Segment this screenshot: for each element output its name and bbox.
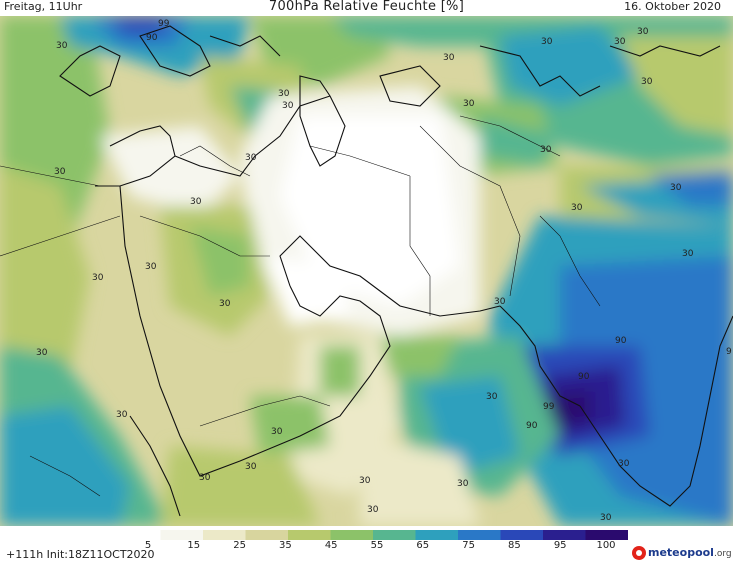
contour-label: 30 — [614, 37, 626, 47]
contour-label: 30 — [463, 99, 475, 109]
contour-label: 30 — [92, 273, 104, 283]
color-scale-tick-label: 25 — [233, 540, 246, 551]
contour-label: 30 — [443, 53, 455, 63]
color-scale-swatch — [245, 530, 289, 540]
date-label: 16. Oktober 2020 — [624, 0, 721, 13]
map-title: 700hPa Relative Feuchte [%] — [268, 0, 465, 14]
color-scale-tick-label: 85 — [508, 540, 521, 551]
contour-labels: 99 90 30 30 30 30 30 30 30 30 30 30 30 3… — [36, 19, 732, 523]
contour-label: 30 — [245, 153, 257, 163]
contour-label: 90 — [578, 372, 590, 382]
contour-label: 30 — [245, 462, 257, 472]
humidity-map: 99 90 30 30 30 30 30 30 30 30 30 30 30 3… — [0, 16, 733, 526]
color-scale-swatch — [288, 530, 331, 540]
contour-label: 30 — [571, 203, 583, 213]
contour-label: 90 — [146, 33, 158, 43]
contour-label: 90 — [526, 421, 538, 431]
contour-label: 30 — [219, 299, 231, 309]
contour-label: 9 — [726, 347, 732, 357]
color-scale-tick-label: 95 — [553, 540, 567, 551]
contour-label: 30 — [116, 410, 128, 420]
color-scale-swatch — [118, 530, 161, 540]
contour-label: 30 — [145, 262, 157, 272]
contour-label: 30 — [670, 183, 682, 193]
color-scale-tick-label: 55 — [370, 540, 384, 551]
color-scale-swatch — [585, 530, 628, 540]
color-scale-tick-label: 15 — [187, 540, 201, 551]
contour-label: 30 — [494, 297, 506, 307]
contour-label: 30 — [282, 101, 294, 111]
contour-label: 30 — [190, 197, 202, 207]
contour-label: 30 — [56, 41, 68, 51]
color-scale-tick-label: 35 — [279, 540, 292, 551]
contour-label: 99 — [158, 19, 170, 29]
color-scale-tick-label: 65 — [416, 540, 430, 551]
contour-label: 90 — [615, 336, 627, 346]
color-scale-swatch — [543, 530, 586, 540]
color-scale-bar — [118, 530, 628, 540]
contour-label: 30 — [278, 89, 290, 99]
logo-brand: meteopool — [648, 546, 714, 559]
contour-label: 30 — [199, 473, 211, 483]
header-bar: Freitag, 11Uhr 700hPa Relative Feuchte [… — [0, 0, 733, 16]
color-scale-tick-label: 100 — [596, 540, 616, 551]
color-scale-swatch — [330, 530, 374, 540]
contour-label: 30 — [54, 167, 66, 177]
color-scale-swatch — [415, 530, 459, 540]
color-scale-swatch — [373, 530, 416, 540]
contour-label: 30 — [600, 513, 612, 523]
contour-label: 30 — [486, 392, 498, 402]
contour-label: 30 — [541, 37, 553, 47]
color-scale-swatch — [160, 530, 204, 540]
contour-label: 30 — [641, 77, 653, 87]
color-scale-tick-label: 5 — [144, 540, 152, 551]
contour-label: 30 — [367, 505, 379, 515]
color-scale-swatch — [500, 530, 544, 540]
valid-time-label: Freitag, 11Uhr — [4, 0, 83, 13]
run-info-label: +111h Init:18Z11OCT2020 — [6, 548, 155, 561]
contour-label: 30 — [457, 479, 469, 489]
contour-label: 30 — [637, 27, 649, 37]
color-scale-swatch — [203, 530, 246, 540]
contour-label: 30 — [618, 459, 630, 469]
contour-label: 30 — [540, 145, 552, 155]
meteopool-logo-icon — [632, 546, 646, 560]
contour-label: 30 — [359, 476, 371, 486]
color-scale-tick-label: 75 — [462, 540, 475, 551]
coastlines — [59, 25, 733, 517]
color-scale-swatch — [458, 530, 501, 540]
logo-suffix: .org — [713, 549, 732, 559]
contour-label: 99 — [543, 402, 555, 412]
country-borders — [0, 115, 601, 497]
color-scale-tick-label: 45 — [324, 540, 338, 551]
contour-label: 30 — [36, 348, 48, 358]
contour-label: 30 — [271, 427, 283, 437]
humidity-field — [0, 16, 733, 526]
contour-label: 30 — [682, 249, 694, 259]
